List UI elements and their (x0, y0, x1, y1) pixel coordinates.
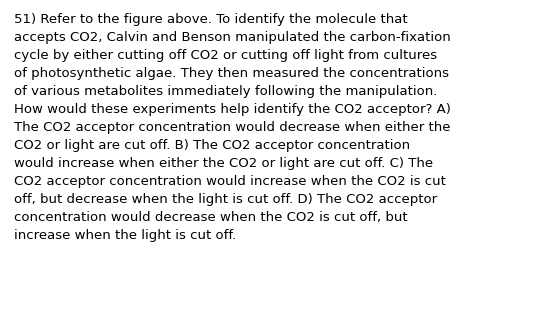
Text: 51) Refer to the figure above. To identify the molecule that
accepts CO2, Calvin: 51) Refer to the figure above. To identi… (14, 13, 451, 242)
